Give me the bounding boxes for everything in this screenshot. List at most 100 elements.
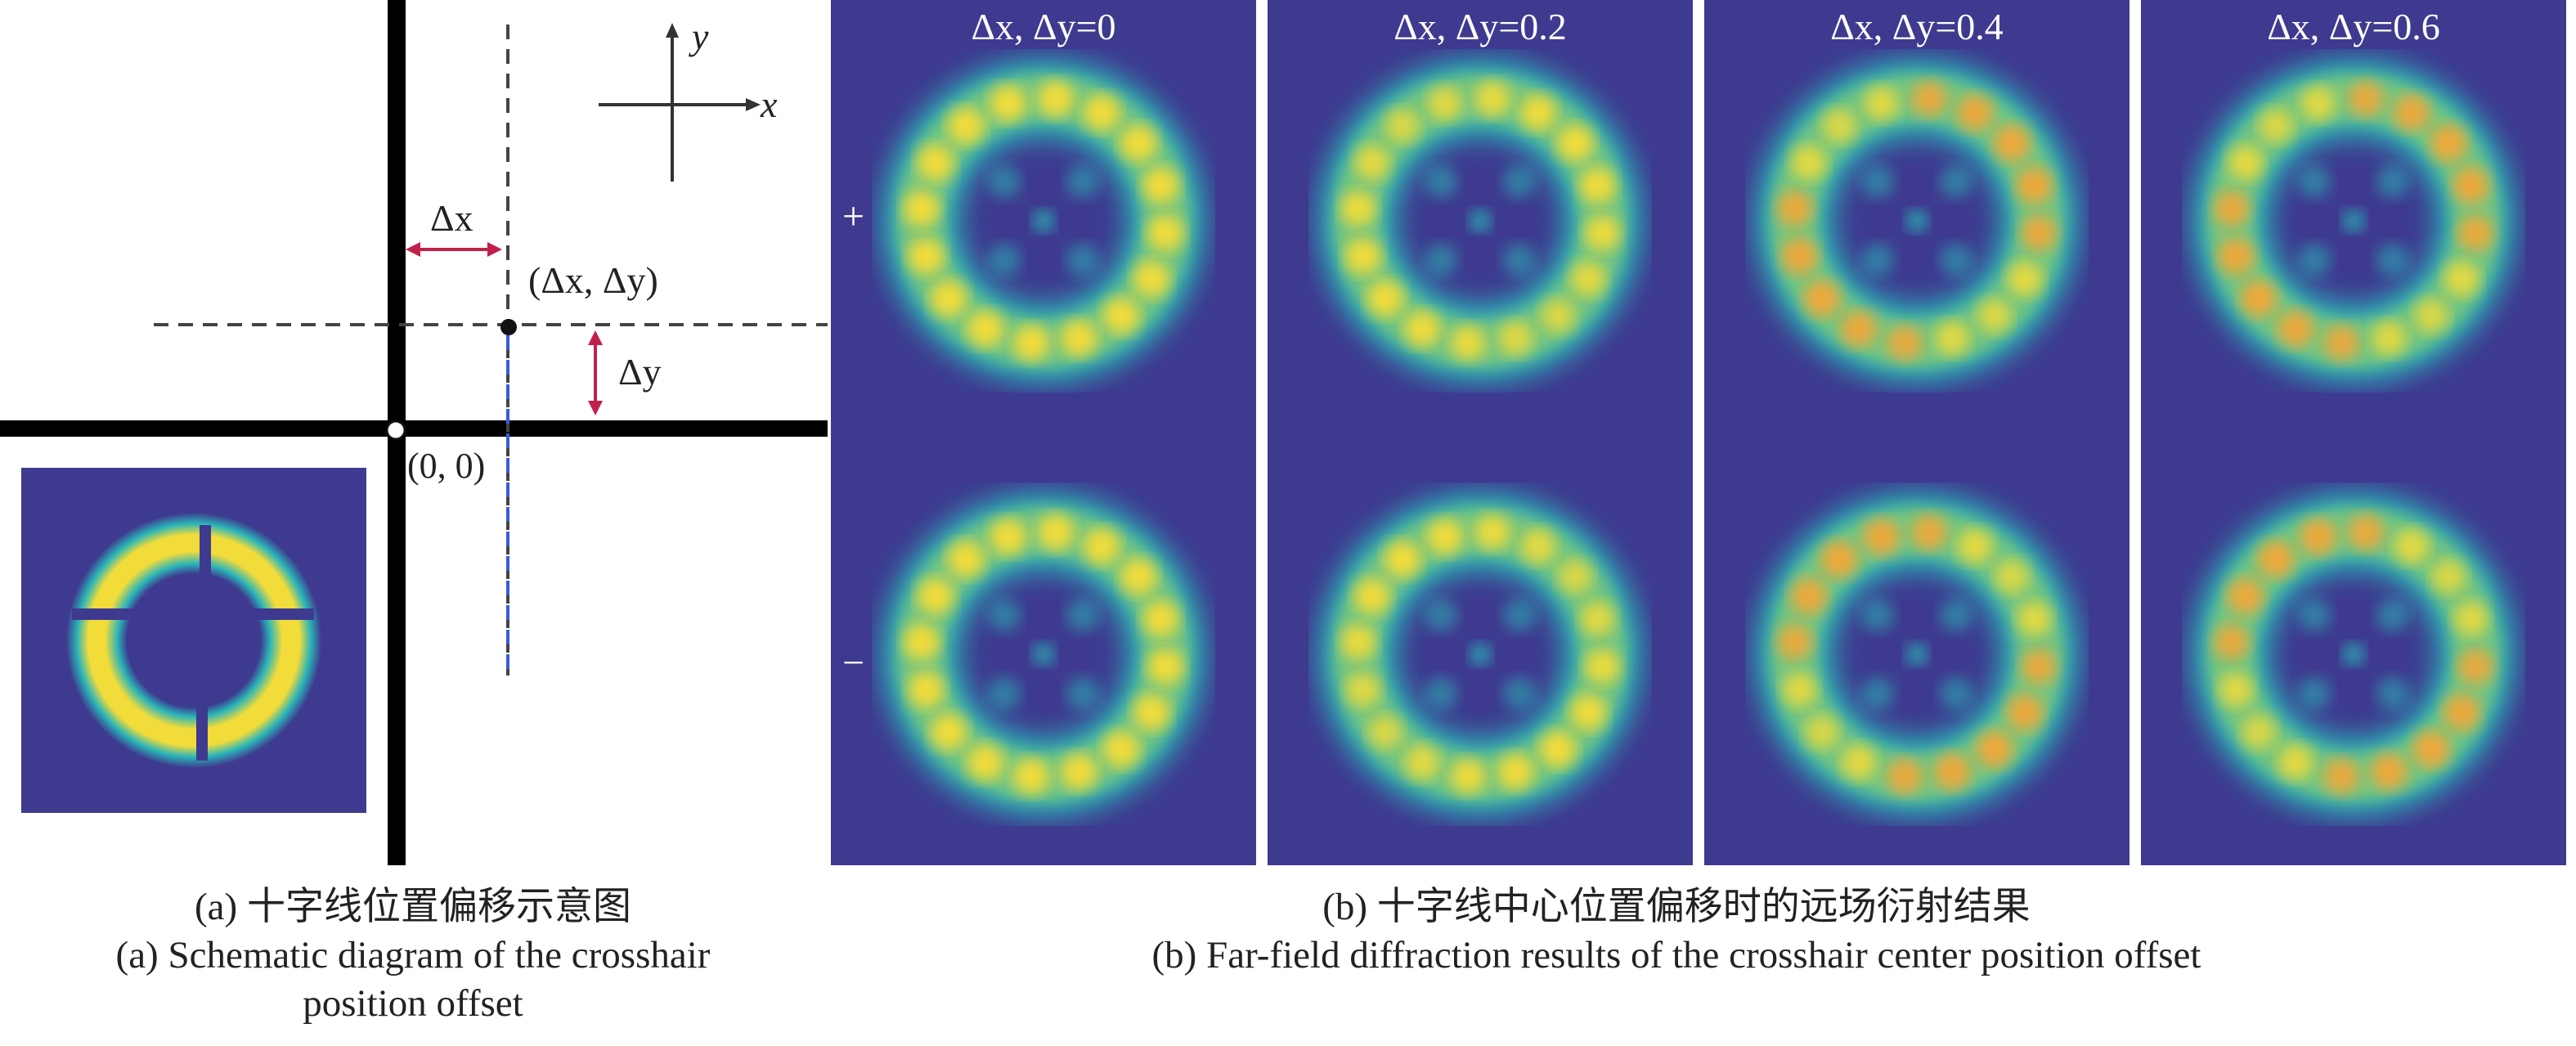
center-spot — [2343, 210, 2364, 231]
ring-spot — [1142, 600, 1179, 637]
ring-spot — [2453, 167, 2489, 204]
ring-spot — [1384, 541, 1421, 577]
column-title-2: Δx, Δy=0.4 — [1830, 6, 2004, 47]
ring-spot — [1120, 559, 1157, 595]
ring-spot — [2278, 745, 2313, 780]
ring-spot — [930, 713, 967, 750]
ring-spot — [2444, 694, 2480, 730]
ring-spot — [1498, 321, 1533, 356]
ring-spot — [1340, 191, 1376, 227]
panel-a-schematic: x y Δx Δy (Δx, Δy) (0, 0) — [0, 0, 828, 865]
ring-spot — [1558, 559, 1592, 594]
ring-spot — [2412, 731, 2449, 768]
ring-spot — [1474, 514, 1510, 550]
ring-spot — [2394, 95, 2430, 131]
ring-spot — [1037, 80, 1074, 117]
ring-spot — [1120, 125, 1157, 162]
ring-spot — [2323, 758, 2359, 794]
ring-spot — [2457, 649, 2493, 685]
ring-spot — [2228, 146, 2263, 181]
ring-spot — [2348, 514, 2384, 550]
ring-spot — [2017, 601, 2052, 636]
caption-b: (b) 十字线中心位置偏移时的远场衍射结果 (b) Far-field diff… — [940, 883, 2412, 980]
diffraction-column-0: Δx, Δy=0 — [831, 0, 1256, 865]
ring-spot — [1061, 320, 1097, 357]
caption-b-chinese: (b) 十字线中心位置偏移时的远场衍射结果 — [1322, 886, 2031, 928]
ring-spot — [2444, 261, 2480, 296]
ring-spot — [1782, 672, 1817, 707]
ring-spot — [967, 311, 1004, 348]
ring-spot — [1344, 238, 1381, 275]
ring-spot — [1805, 715, 1839, 749]
ring-spot — [967, 744, 1004, 781]
column-title-3: Δx, Δy=0.6 — [2267, 6, 2440, 47]
ring-spot — [2323, 325, 2359, 361]
ring-spot — [1821, 541, 1858, 577]
ring-spot — [1957, 95, 1993, 131]
ring-spot — [1013, 325, 1050, 361]
ring-spot — [2021, 649, 2057, 685]
ring-spot — [1994, 125, 2031, 162]
ring-spot — [1450, 325, 1486, 361]
ring-spot — [2394, 528, 2429, 563]
center-spot — [2343, 644, 2364, 665]
ring-spot — [1584, 215, 1620, 251]
ring-spot — [2278, 311, 2313, 347]
ring-spot — [2016, 167, 2053, 204]
ring-spot — [1133, 260, 1170, 297]
ring-spot — [2218, 238, 2255, 275]
ring-spot — [1404, 311, 1440, 347]
caption-b-english: (b) Far-field diffraction results of the… — [1151, 934, 2201, 976]
ring-spot — [2242, 715, 2276, 749]
ring-spot — [903, 624, 940, 661]
ring-spot — [1142, 167, 1179, 204]
ring-spot — [2219, 672, 2254, 707]
caption-a-chinese: (a) 十字线位置偏移示意图 — [195, 886, 631, 928]
ring-spot — [1405, 745, 1440, 780]
caption-a-english-line1: (a) Schematic diagram of the crosshair — [115, 934, 711, 976]
axis-y-label: y — [689, 16, 709, 57]
ring-spot — [1474, 81, 1510, 117]
origin-point — [385, 420, 406, 441]
ring-spot — [1147, 214, 1184, 251]
delta-y-label: Δy — [618, 351, 662, 393]
ring-spot — [2240, 280, 2277, 316]
ring-spot — [1083, 94, 1120, 131]
ring-spot — [1520, 528, 1555, 563]
offset-point-label: (Δx, Δy) — [528, 259, 658, 301]
ring-spot — [2453, 601, 2488, 636]
ring-spot — [2021, 215, 2057, 251]
ring-spot — [1842, 745, 1877, 780]
ring-spot — [2008, 261, 2043, 296]
diffraction-pattern — [882, 59, 1205, 383]
center-spot — [1470, 210, 1491, 231]
diffraction-pattern — [2192, 59, 2515, 383]
column-title-1: Δx, Δy=0.2 — [1393, 6, 1567, 47]
ring-spot — [1340, 624, 1376, 660]
ring-spot — [2300, 519, 2336, 555]
diffraction-pattern — [1755, 59, 2079, 383]
axis-x-label: x — [760, 83, 778, 125]
diffraction-column-2: Δx, Δy=0.4 — [1704, 0, 2129, 865]
diffraction-pattern — [2192, 492, 2515, 816]
ring-spot — [1777, 624, 1813, 660]
ring-spot — [1803, 280, 1840, 316]
ring-spot — [1571, 261, 1606, 296]
center-spot — [1906, 210, 1928, 231]
ring-spot — [2414, 299, 2448, 333]
diffraction-column-1: Δx, Δy=0.2 — [1268, 0, 1693, 865]
ring-spot — [1791, 578, 1827, 614]
ring-spot — [1083, 527, 1120, 564]
diffraction-pattern — [1318, 59, 1642, 383]
ring-spot — [1345, 672, 1380, 707]
ring-spot — [930, 280, 967, 316]
ring-spot — [1013, 758, 1050, 795]
ring-spot — [2431, 559, 2466, 594]
ring-spot — [1520, 95, 1556, 131]
origin-label: (0, 0) — [407, 446, 485, 486]
center-spot — [1470, 644, 1491, 665]
ring-spot — [948, 107, 985, 144]
ring-spot — [1977, 299, 2012, 333]
ring-spot — [1427, 86, 1462, 121]
ring-spot — [1887, 325, 1923, 361]
